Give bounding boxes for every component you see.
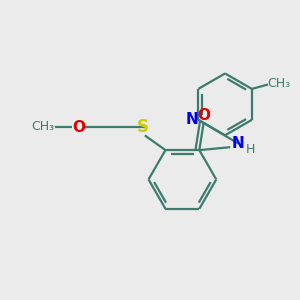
Text: CH₃: CH₃ xyxy=(268,76,291,89)
Text: O: O xyxy=(72,120,85,135)
Text: methoxy: methoxy xyxy=(50,126,57,127)
Text: H: H xyxy=(246,143,255,156)
Text: N: N xyxy=(185,112,198,127)
Text: S: S xyxy=(136,118,148,136)
Text: O: O xyxy=(197,108,210,123)
Text: N: N xyxy=(232,136,245,151)
Text: CH₃: CH₃ xyxy=(31,120,54,133)
